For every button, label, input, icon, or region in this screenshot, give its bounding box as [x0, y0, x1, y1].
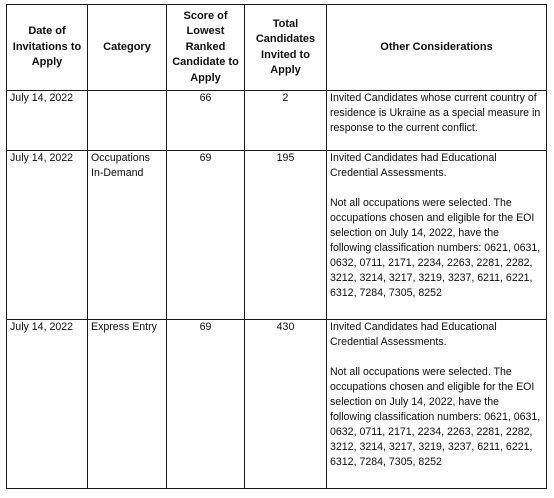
cell-score: 69 — [166, 319, 245, 489]
cell-date: July 14, 2022 — [6, 319, 88, 489]
cell-total: 2 — [244, 90, 327, 151]
other-considerations-text: Invited Candidates whose current country… — [330, 92, 541, 134]
cell-date: July 14, 2022 — [6, 150, 88, 320]
cell-date: July 14, 2022 — [6, 90, 88, 151]
header-category: Category — [87, 4, 167, 91]
header-total: Total Candidates Invited to Apply — [244, 4, 327, 91]
header-other: Other Considerations — [326, 4, 547, 91]
cell-score: 69 — [166, 150, 245, 320]
cell-other: Invited Candidates had Educational Crede… — [326, 150, 547, 320]
header-date: Date of Invitations to Apply — [6, 4, 88, 91]
cell-other: Invited Candidates whose current country… — [326, 90, 547, 151]
header-score: Score of Lowest Ranked Candidate to Appl… — [166, 4, 245, 91]
table-row: July 14, 2022 66 2 Invited Candidates wh… — [6, 90, 547, 151]
table-row: July 14, 2022 Express Entry 69 430 Invit… — [6, 319, 547, 489]
table-header-row: Date of Invitations to Apply Category Sc… — [6, 4, 547, 91]
cell-score: 66 — [166, 90, 245, 151]
document-page: Date of Invitations to Apply Category Sc… — [6, 4, 547, 489]
cell-category: Occupations In-Demand — [87, 150, 167, 320]
occupations-note: Not all occupations were selected. The o… — [330, 197, 541, 299]
cell-category: Express Entry — [87, 319, 167, 489]
cell-other: Invited Candidates had Educational Crede… — [326, 319, 547, 489]
other-considerations-text: Invited Candidates had Educational Crede… — [330, 152, 497, 179]
other-considerations-text: Invited Candidates had Educational Crede… — [330, 321, 497, 348]
invitations-table: Date of Invitations to Apply Category Sc… — [6, 4, 547, 489]
table-row: July 14, 2022 Occupations In-Demand 69 1… — [6, 150, 547, 320]
occupations-note: Not all occupations were selected. The o… — [330, 366, 541, 468]
cell-total: 195 — [244, 150, 327, 320]
cell-total: 430 — [244, 319, 327, 489]
cell-category — [87, 90, 167, 151]
